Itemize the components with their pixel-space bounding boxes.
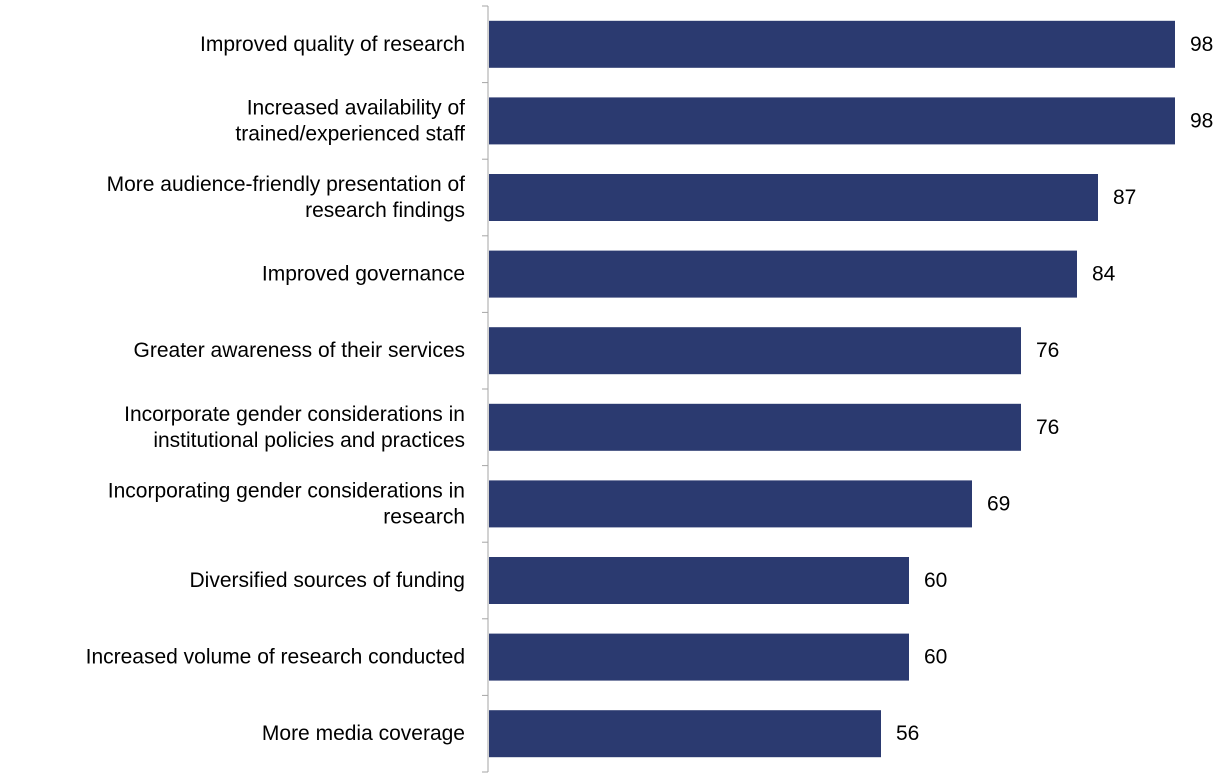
axis-layer [482, 5, 489, 773]
bar [489, 557, 909, 604]
category-label-line: Improved governance [262, 263, 465, 286]
data-label: 56 [896, 722, 919, 745]
category-label-line: Incorporating gender considerations in [108, 479, 465, 502]
category-label-line: Incorporate gender considerations in [124, 403, 465, 426]
data-label: 98 [1190, 109, 1213, 132]
category-label: Diversified sources of funding [190, 569, 465, 592]
category-label: Improved quality of research [200, 33, 465, 56]
category-label-line: More media coverage [262, 722, 465, 745]
bar [489, 710, 881, 758]
category-label-line: trained/experienced staff [235, 122, 465, 145]
category-label: Increased volume of research conducted [86, 646, 465, 669]
bar [489, 20, 1175, 68]
data-label: 84 [1092, 263, 1116, 286]
data-label: 60 [924, 569, 947, 592]
bar [489, 250, 1077, 298]
bar [489, 633, 909, 681]
category-label-line: Increased availability of [247, 96, 465, 119]
category-label: Greater awareness of their services [134, 339, 465, 362]
category-label: Increased availability of trained/experie… [235, 96, 465, 145]
category-label: Improved governance [262, 263, 465, 286]
bar [489, 480, 972, 528]
data-label: 76 [1036, 416, 1059, 439]
category-label-line: research [383, 505, 465, 528]
data-label: 76 [1036, 339, 1059, 362]
data-label: 87 [1113, 186, 1136, 209]
category-label-line: Improved quality of research [200, 33, 465, 56]
category-label-line: Greater awareness of their services [134, 339, 465, 362]
category-label: Incorporate gender considerations in inst… [124, 403, 465, 452]
labels-layer: 98 Improved quality of research 98 Increase… [86, 33, 1214, 745]
bar [489, 174, 1098, 221]
bar [489, 403, 1021, 451]
data-label: 69 [987, 492, 1010, 515]
category-label: Incorporating gender considerations in re… [108, 479, 465, 528]
bar [489, 97, 1175, 145]
bar [489, 327, 1021, 375]
category-label-line: More audience-friendly presentation of [107, 173, 466, 196]
category-label: More audience-friendly presentation of re… [107, 173, 466, 222]
category-label-line: institutional policies and practices [153, 429, 465, 452]
bars-layer [489, 20, 1175, 758]
data-label: 98 [1190, 33, 1213, 56]
category-label-line: Diversified sources of funding [190, 569, 465, 592]
category-label-line: research findings [305, 199, 465, 222]
category-label: More media coverage [262, 722, 465, 745]
data-label: 60 [924, 646, 947, 669]
category-label-line: Increased volume of research conducted [86, 646, 465, 669]
